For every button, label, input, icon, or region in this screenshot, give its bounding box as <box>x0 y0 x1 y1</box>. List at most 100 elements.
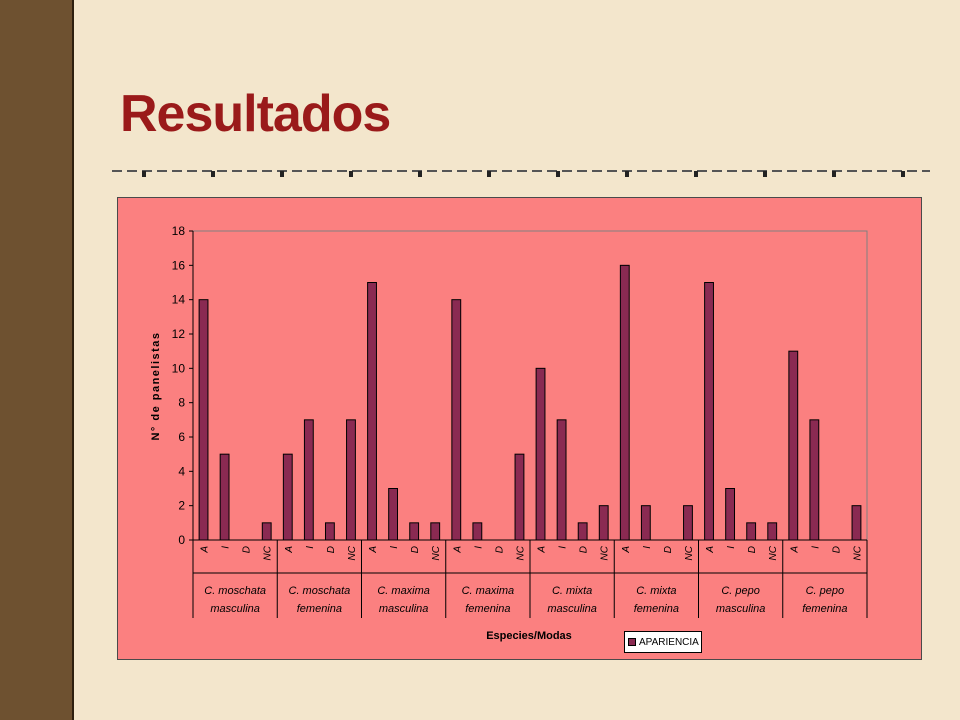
bar <box>409 522 420 541</box>
x-category-label: A <box>789 546 800 554</box>
y-tick-label: 6 <box>178 430 185 444</box>
bar <box>809 419 820 541</box>
x-category-label: D <box>326 546 337 553</box>
bar <box>324 522 335 541</box>
x-category-label: I <box>558 546 569 549</box>
group-label-sex: masculina <box>716 603 766 615</box>
x-category-label: NC <box>852 545 863 560</box>
y-tick-label: 0 <box>178 533 185 547</box>
x-category-label: A <box>368 546 379 554</box>
x-category-label: NC <box>515 545 526 560</box>
x-category-label: D <box>242 546 253 553</box>
bar <box>619 264 630 541</box>
title-rule <box>112 170 930 177</box>
x-category-label: I <box>389 546 400 549</box>
bar <box>367 282 377 541</box>
bar <box>851 505 862 541</box>
bar <box>472 522 483 541</box>
x-category-label: A <box>705 546 716 554</box>
group-label-sex: masculina <box>379 603 429 615</box>
group-label-species: C. moschata <box>204 585 266 597</box>
group-label-species: C. pepo <box>806 585 845 597</box>
x-category-label: D <box>494 546 505 553</box>
group-label-species: C. maxima <box>377 585 430 597</box>
x-category-label: A <box>452 546 463 554</box>
bar <box>683 505 693 541</box>
x-category-label: I <box>221 546 232 549</box>
bar <box>430 522 441 541</box>
legend: APARIENCIA <box>624 631 702 653</box>
x-category-label: I <box>305 546 316 549</box>
bar <box>303 419 314 541</box>
y-tick-label: 18 <box>172 224 186 238</box>
bar <box>261 522 272 541</box>
y-tick-label: 10 <box>172 361 186 375</box>
bar <box>451 299 462 541</box>
bar <box>704 282 714 541</box>
y-tick-label: 2 <box>178 499 185 513</box>
x-category-label: I <box>473 546 484 549</box>
x-axis: A I D NC C. moschata masculina A I D NC C. moschat… <box>192 539 868 618</box>
bar <box>282 453 293 541</box>
bar <box>640 505 651 541</box>
legend-swatch <box>628 638 636 646</box>
group-label-species: C. moschata <box>289 585 351 597</box>
plot-area <box>192 230 868 541</box>
bar-chart: 0 2 4 6 8 10 12 14 16 18 A I D NC C. moschata masculin… <box>150 224 868 642</box>
x-category-label: NC <box>600 545 611 560</box>
y-tick-label: 14 <box>172 293 186 307</box>
y-axis: 0 2 4 6 8 10 12 14 16 18 <box>172 224 194 547</box>
x-axis-label: Especies/Modas <box>486 630 572 642</box>
y-tick-label: 8 <box>178 396 185 410</box>
x-category-label: D <box>747 546 758 553</box>
bar <box>767 522 778 541</box>
bar <box>514 453 525 541</box>
slide-title: Resultados <box>120 85 391 143</box>
y-tick-label: 12 <box>172 327 186 341</box>
y-tick-label: 16 <box>172 258 186 272</box>
bar <box>725 488 736 541</box>
x-category-label: NC <box>431 545 442 560</box>
group-label-sex: femenina <box>465 603 510 615</box>
group-label-sex: femenina <box>634 603 679 615</box>
group-label-sex: femenina <box>297 603 342 615</box>
side-strip <box>0 0 74 720</box>
x-category-label: NC <box>263 545 274 560</box>
x-category-label: NC <box>768 545 779 560</box>
y-axis-label: N° de panelistas <box>150 331 162 440</box>
bar <box>746 522 757 541</box>
bar <box>198 299 209 541</box>
group-label-species: C. mixta <box>636 585 676 597</box>
x-category-label: D <box>579 546 590 553</box>
group-label-sex: masculina <box>210 603 260 615</box>
group-label-species: C. pepo <box>721 585 760 597</box>
bar <box>556 419 567 541</box>
y-tick-label: 4 <box>178 464 185 478</box>
x-category-label: D <box>663 546 674 553</box>
group-label-sex: masculina <box>547 603 597 615</box>
bar <box>388 488 399 541</box>
bars <box>198 264 862 541</box>
legend-label: APARIENCIA <box>639 636 699 648</box>
x-category-label: NC <box>684 545 695 560</box>
x-category-label: A <box>537 546 548 554</box>
x-category-label: D <box>831 546 842 553</box>
group-label-species: C. mixta <box>552 585 592 597</box>
x-category-label: NC <box>347 545 358 560</box>
bar <box>219 453 230 541</box>
bar <box>346 419 356 541</box>
bar <box>598 505 609 541</box>
group-label-species: C. maxima <box>462 585 515 597</box>
bar <box>788 350 799 541</box>
x-category-label: D <box>410 546 421 553</box>
bar <box>577 522 588 541</box>
bar <box>535 367 546 541</box>
x-category-label: I <box>810 546 821 549</box>
chart-panel <box>117 197 922 660</box>
x-category-label: A <box>200 546 211 554</box>
group-label-sex: femenina <box>802 603 847 615</box>
x-category-label: A <box>284 546 295 554</box>
x-category-label: I <box>642 546 653 549</box>
x-category-label: A <box>621 546 632 554</box>
x-category-label: I <box>726 546 737 549</box>
